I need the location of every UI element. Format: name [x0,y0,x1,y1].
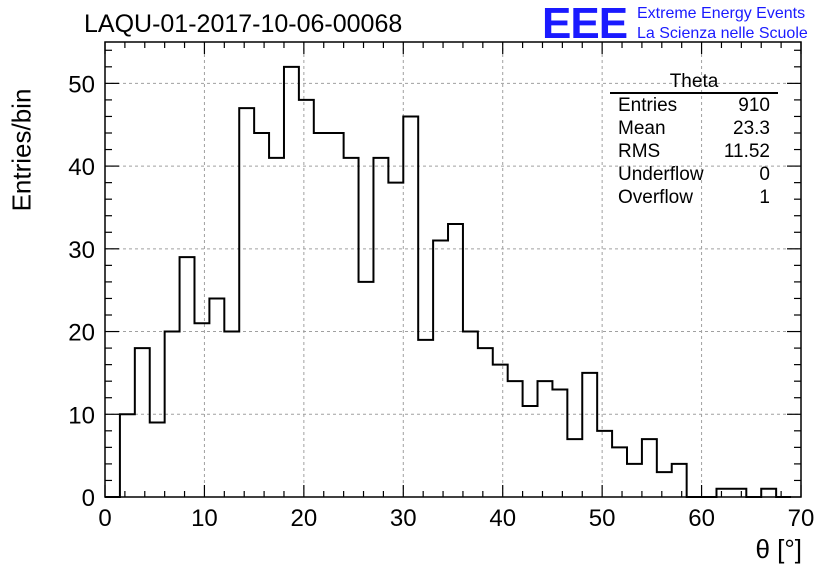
y-tick-label: 40 [68,154,95,181]
stats-value: 23.3 [733,118,770,139]
y-axis-label-box: Entries/bin [4,89,40,212]
eee-logo: EEE [542,0,628,48]
axis-ticks [104,42,802,498]
y-tick-label: 0 [82,485,95,512]
x-tick-label: 50 [589,505,616,532]
logo-line-2: La Scienza nelle Scuole [637,25,808,42]
chart-title: LAQU-01-2017-10-06-00068 [84,10,403,38]
axes [104,41,802,498]
stats-row-underflow: Underflow 0 [610,163,778,186]
stats-label: Mean [618,118,666,139]
x-tick-label: 30 [390,505,417,532]
x-tick-label: 0 [98,505,111,532]
stats-label: RMS [618,141,661,162]
y-axis-label: Entries/bin [6,88,37,212]
stats-label: Overflow [618,187,693,208]
x-tick-label: 60 [688,505,715,532]
x-axis-label: θ [°] [755,534,802,564]
stats-value: 11.52 [723,141,770,162]
y-tick-label: 10 [68,402,95,429]
x-tick-label: 70 [788,505,815,532]
stats-row-mean: Mean 23.3 [610,117,778,140]
plot-frame [104,41,802,498]
stats-title: Theta [610,72,778,94]
stats-label: Underflow [618,164,704,185]
y-tick-label: 50 [68,71,95,98]
y-tick-label: 30 [68,237,95,264]
stats-row-entries: Entries 910 [610,94,778,117]
x-tick-label: 40 [489,505,516,532]
histogram-series [105,65,792,498]
stats-row-rms: RMS 11.52 [610,140,778,163]
x-tick-label: 10 [191,505,218,532]
grid-lines [105,42,801,497]
stats-row-overflow: Overflow 1 [610,186,778,209]
stats-value: 910 [738,95,770,116]
x-tick-label: 20 [291,505,318,532]
y-tick-label: 20 [68,320,95,347]
stats-box: Theta Entries 910 Mean 23.3 RMS 11.52 Un… [610,72,778,209]
stats-value: 0 [759,164,770,185]
stats-value: 1 [759,187,770,208]
logo-line-1: Extreme Energy Events [637,5,806,22]
stats-label: Entries [618,95,678,116]
